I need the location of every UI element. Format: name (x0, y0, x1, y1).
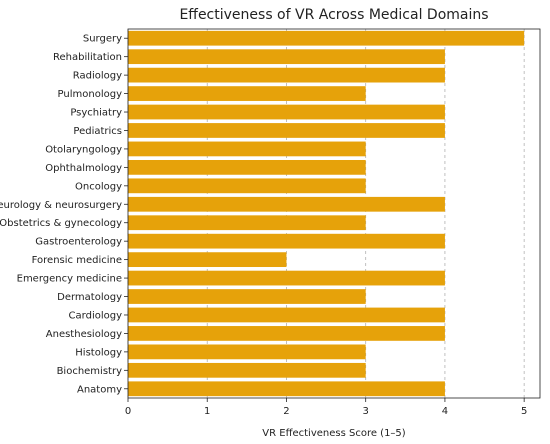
x-tick-label: 4 (442, 406, 448, 417)
bar-neurology-neurosurgery (128, 196, 445, 212)
bar-surgery (128, 30, 525, 46)
category-label: Histology (75, 347, 122, 358)
bar-forensic-medicine (128, 252, 287, 268)
x-tick-label: 1 (204, 406, 210, 417)
bars-layer (128, 30, 525, 397)
plot-frame (127, 28, 541, 399)
x-tick-label: 2 (283, 406, 289, 417)
bar-biochemistry (128, 362, 366, 378)
bar-oncology (128, 178, 366, 194)
bar-anatomy (128, 381, 445, 397)
bar-cardiology (128, 307, 445, 323)
bar-pediatrics (128, 123, 445, 138)
x-axis-label: VR Effectiveness Score (1–5) (262, 428, 405, 439)
category-label: Pediatrics (73, 126, 122, 137)
bar-radiology (128, 67, 445, 83)
category-label: Rehabilitation (53, 52, 122, 63)
category-label: Forensic medicine (32, 255, 122, 266)
chart-title: Effectiveness of VR Across Medical Domai… (179, 7, 488, 23)
bar-ophthalmology (128, 159, 366, 175)
bar-otolaryngology (128, 141, 366, 157)
grid-layer (127, 29, 525, 398)
category-label: Anatomy (77, 384, 122, 395)
category-label: Surgery (83, 34, 122, 45)
category-label: Gastroenterology (35, 237, 122, 248)
category-label: Obstetrics & gynecology (0, 218, 122, 229)
category-label: Anesthesiology (46, 329, 122, 340)
category-label: Ophthalmology (45, 163, 122, 174)
bar-histology (128, 344, 366, 360)
bar-psychiatry (128, 104, 445, 120)
category-label: Emergency medicine (17, 274, 122, 285)
x-ticks: 0 1 2 3 4 5 (125, 398, 527, 417)
category-label: Neurology & neurosurgery (0, 200, 122, 211)
category-label: Oncology (75, 181, 122, 192)
category-labels: Surgery Rehabilitation Radiology Pulmonolog… (0, 34, 128, 395)
bar-rehabilitation (128, 49, 445, 65)
bar-dermatology (128, 289, 366, 304)
bar-emergency-medicine (128, 270, 445, 286)
bar-pulmonology (128, 86, 366, 101)
x-tick-label: 5 (521, 406, 527, 417)
bar-obstetrics-gynecology (128, 215, 366, 231)
x-tick-label: 3 (363, 406, 369, 417)
category-label: Biochemistry (57, 366, 123, 377)
x-tick-label: 0 (125, 406, 131, 417)
category-label: Cardiology (69, 310, 123, 321)
bar-gastroenterology (128, 233, 445, 249)
bar-anesthesiology (128, 326, 445, 341)
category-label: Otolaryngology (45, 144, 122, 155)
category-label: Dermatology (57, 292, 122, 303)
category-label: Pulmonology (58, 89, 123, 100)
category-label: Psychiatry (70, 108, 122, 119)
category-label: Radiology (73, 71, 122, 82)
